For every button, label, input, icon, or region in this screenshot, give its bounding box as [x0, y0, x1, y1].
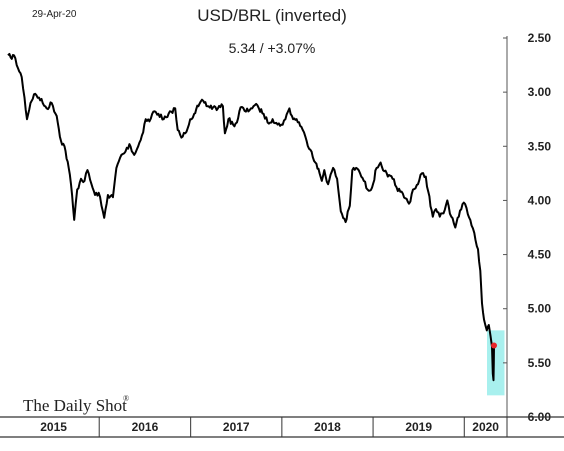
brand-logo: The Daily Shot ®	[23, 394, 129, 415]
date-label: 29-Apr-20	[32, 9, 77, 20]
y-tick-label: 2.50	[528, 31, 552, 45]
series-line-usd-brl	[7, 52, 495, 382]
brand-registered-mark: ®	[123, 394, 129, 403]
brand-name: The Daily Shot	[23, 396, 127, 415]
x-tick-label: 2018	[314, 420, 341, 434]
x-axis: 2015 2016 2017 2018 2019 2020	[0, 416, 564, 438]
x-tick-label: 2017	[223, 420, 250, 434]
y-tick-label: 5.00	[528, 302, 552, 316]
x-tick-label: 2020	[472, 420, 499, 434]
y-tick-label: 4.50	[528, 248, 552, 262]
highlight-box	[487, 330, 505, 396]
y-tick-label: 5.50	[528, 356, 552, 370]
last-value-marker	[491, 342, 498, 349]
y-tick-label: 3.50	[528, 139, 552, 153]
chart-title: USD/BRL (inverted)	[197, 6, 347, 25]
y-tick-label: 3.00	[528, 85, 552, 99]
x-tick-label: 2016	[132, 420, 159, 434]
chart-subtitle: 5.34 / +3.07%	[229, 40, 316, 56]
y-tick-label: 4.00	[528, 193, 552, 207]
x-tick-label: 2019	[405, 420, 432, 434]
x-tick-label: 2015	[40, 420, 67, 434]
y-axis: 2.503.003.504.004.505.005.506.00	[503, 31, 551, 424]
